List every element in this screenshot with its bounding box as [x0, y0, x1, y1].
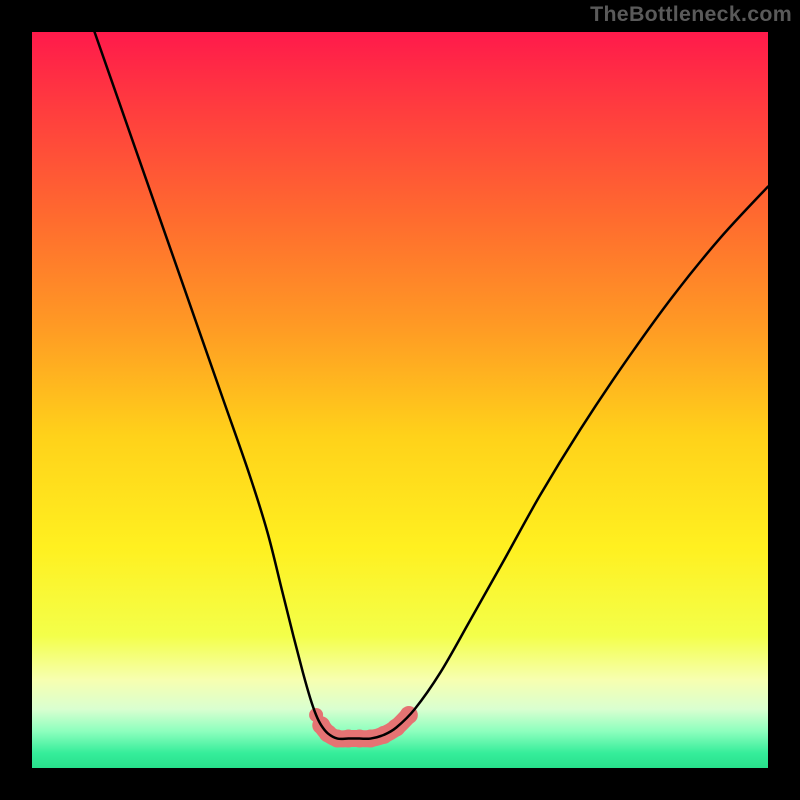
watermark-label: TheBottleneck.com	[590, 2, 792, 27]
outer-frame	[0, 0, 800, 800]
chart-stage: TheBottleneck.com	[0, 0, 800, 800]
